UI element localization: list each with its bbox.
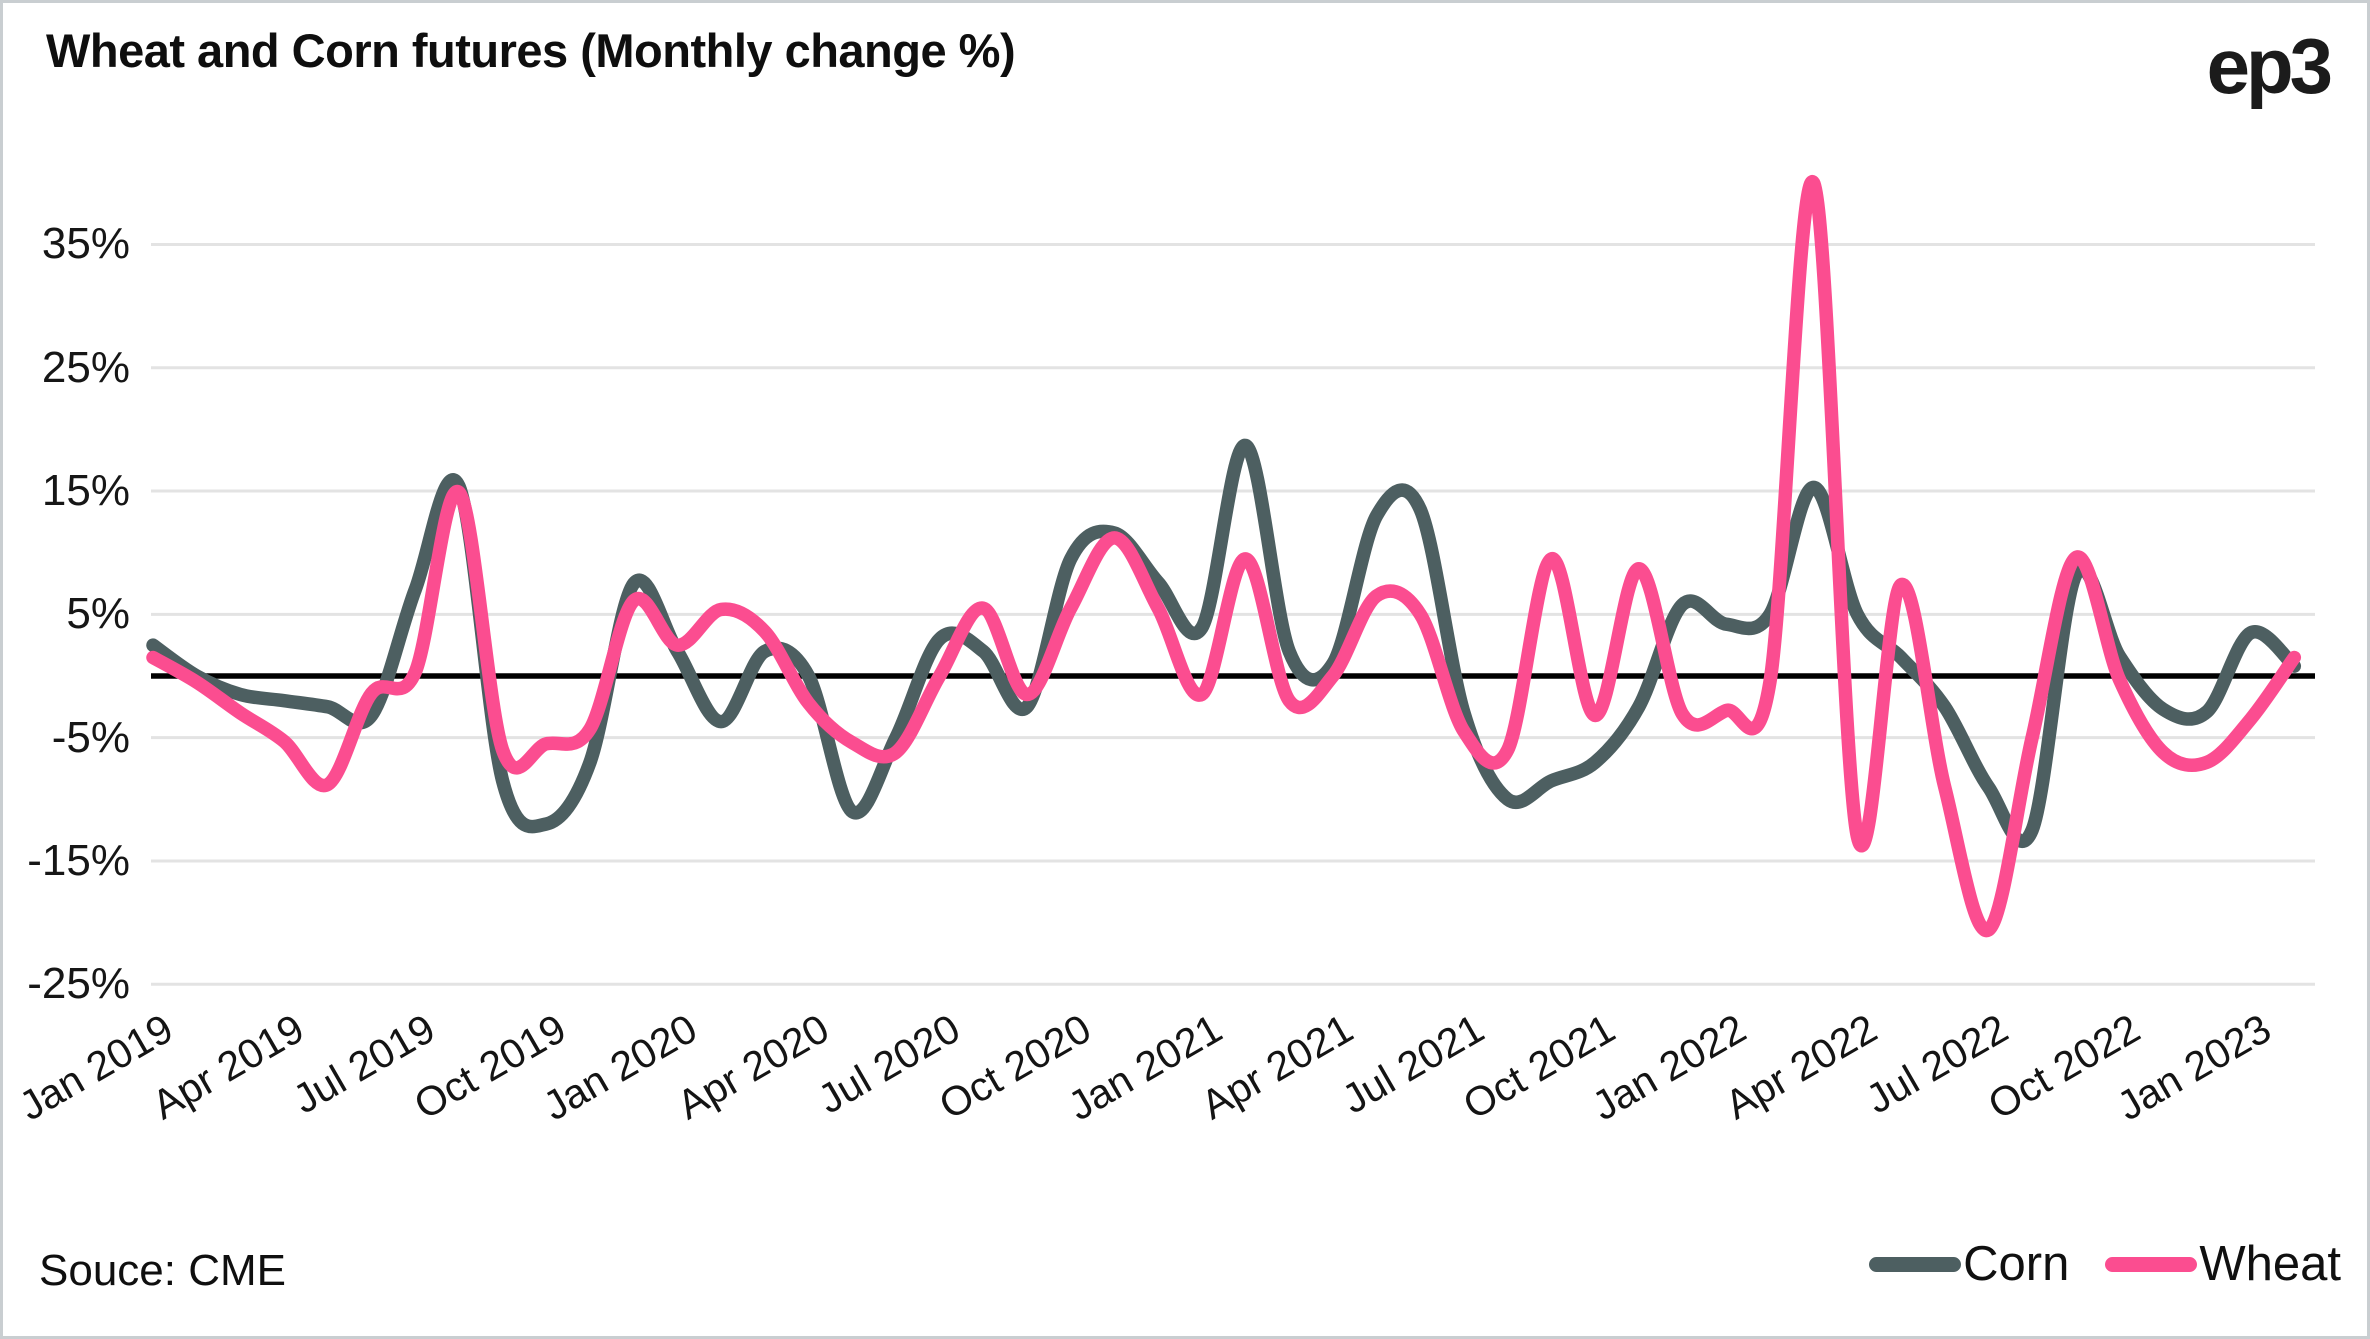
chart-plot [146, 175, 2315, 986]
brand-logo: ep3 [2206, 22, 2333, 110]
legend-label-corn: Corn [1963, 1237, 2070, 1291]
legend-item-wheat: Wheat [2105, 1236, 2341, 1292]
corn-line [146, 438, 2302, 848]
legend-label-wheat: Wheat [2199, 1237, 2341, 1291]
legend-item-corn: Corn [1869, 1236, 2069, 1292]
y-axis-label: 15% [41, 466, 130, 516]
wheat-line-swatch-icon [2105, 1256, 2198, 1272]
source-note: Souce: CME [39, 1246, 286, 1295]
y-axis-label: -15% [27, 835, 130, 885]
page-title: Wheat and Corn futures (Monthly change %… [46, 24, 1016, 77]
legend: Corn Wheat [1869, 1236, 2341, 1292]
y-axis-label: 5% [66, 589, 130, 639]
wheat-line [146, 175, 2302, 937]
y-axis-label: 25% [41, 342, 130, 392]
y-axis-label: 35% [41, 219, 130, 269]
y-axis-label: -5% [51, 712, 130, 762]
y-axis-label: -25% [27, 959, 130, 1009]
corn-line-swatch-icon [1869, 1256, 1962, 1272]
